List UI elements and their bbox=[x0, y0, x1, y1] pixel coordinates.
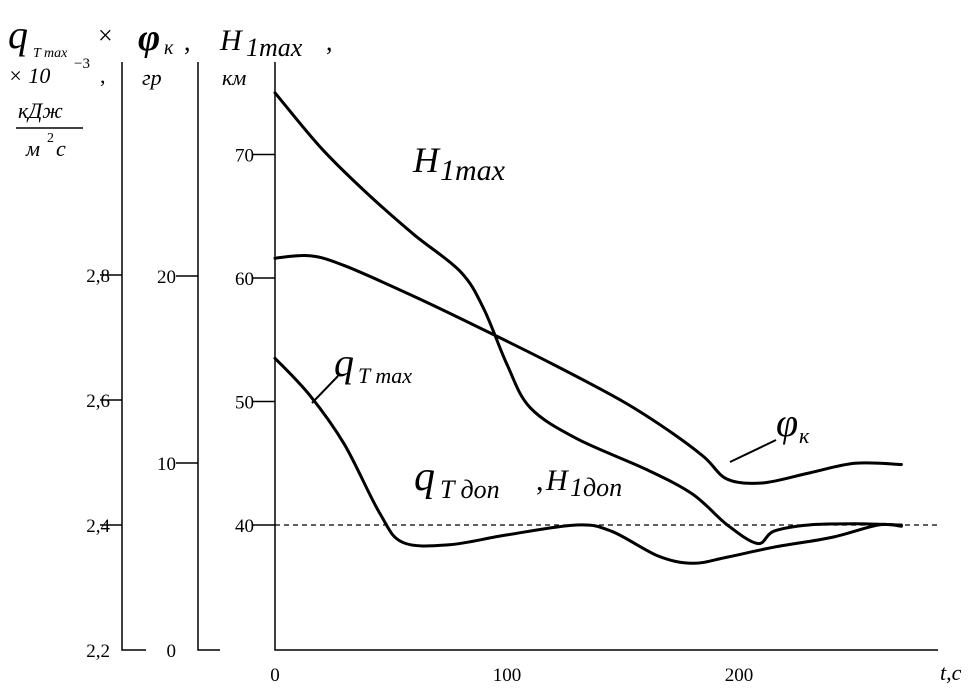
axis-q-name: q bbox=[8, 12, 28, 57]
label-h1dop-h: H bbox=[545, 464, 570, 497]
tick-label-t-0: 0 bbox=[270, 665, 280, 686]
label-qtdop-h1dop: q T доп , H 1доп bbox=[414, 454, 622, 504]
axis-q-unit-num: кДж bbox=[18, 98, 63, 123]
tick-label-h-3: 70 bbox=[235, 146, 254, 167]
label-qtdop-sub: T доп bbox=[440, 475, 500, 504]
axis-phi-comma: , bbox=[184, 27, 191, 56]
tick-label-q-3: 2,8 bbox=[86, 266, 110, 287]
label-qtmax-leader bbox=[311, 375, 339, 404]
label-qtmax-main: q bbox=[334, 340, 354, 385]
label-phik: φ к bbox=[776, 400, 810, 448]
label-qtmax-sub: T max bbox=[358, 363, 412, 388]
curve-φк bbox=[273, 254, 903, 485]
curves bbox=[273, 91, 903, 565]
label-phik-main: φ bbox=[776, 400, 798, 445]
tick-label-q-2: 2,6 bbox=[86, 391, 110, 412]
tick-label-t-1: 100 bbox=[493, 665, 522, 686]
phi-axis-line bbox=[197, 62, 220, 651]
axis-q-exp: −3 bbox=[74, 56, 90, 72]
h-axis-line bbox=[274, 62, 938, 651]
axis-phi-title: φ к , гр bbox=[138, 17, 191, 90]
label-qtmax: q T max bbox=[334, 340, 412, 388]
label-h1max: H 1max bbox=[412, 140, 506, 187]
axis-h-title: H 1max , км bbox=[219, 24, 333, 90]
axis-q-unit-den-exp: 2 bbox=[47, 131, 54, 146]
tick-label-h-2: 60 bbox=[235, 269, 254, 290]
axis-h-comma: , bbox=[326, 27, 333, 56]
axis-q-unit-den: м bbox=[25, 136, 40, 161]
axis-h-unit: км bbox=[222, 65, 246, 90]
label-h1dop-sub: 1доп bbox=[570, 473, 622, 502]
tick-label-phi-0: 0 bbox=[167, 641, 177, 662]
tick-label-phi-2: 20 bbox=[157, 267, 176, 288]
label-phik-leader bbox=[729, 439, 777, 463]
tick-label-t-2: 200 bbox=[725, 665, 754, 686]
axis-h-name: H bbox=[219, 24, 244, 57]
tick-label-q-0: 2,2 bbox=[86, 641, 110, 662]
curve-qtmax bbox=[273, 356, 903, 565]
axis-q-unit-den-tail: с bbox=[56, 136, 66, 161]
axis-q-comma: , bbox=[100, 63, 106, 88]
tick-label-q-1: 2,4 bbox=[86, 516, 110, 537]
label-qtdop-q: q bbox=[414, 454, 435, 500]
label-h1max-main: H bbox=[412, 140, 441, 180]
axis-q-times: × bbox=[98, 21, 113, 50]
axis-phi-sub: к bbox=[164, 37, 174, 59]
q-axis-line bbox=[121, 62, 146, 651]
ticks: 2,2 2,4 2,6 2,8 0 10 20 40 50 60 70 0 100 200 bbox=[86, 146, 753, 687]
axis-phi-name: φ bbox=[138, 17, 160, 59]
x-axis-label: t,с bbox=[940, 660, 962, 685]
axis-h-sub: 1max bbox=[246, 33, 303, 62]
tick-label-phi-1: 10 bbox=[157, 454, 176, 475]
axis-phi-unit: гр bbox=[142, 65, 162, 90]
axis-q-title: q T max × × 10 −3 , кДж м 2 с bbox=[8, 12, 113, 161]
label-phik-sub: к bbox=[799, 423, 810, 448]
axis-q-sub: T max bbox=[33, 46, 68, 61]
axis-q-scale: × 10 bbox=[8, 63, 50, 88]
tick-label-h-1: 50 bbox=[235, 393, 254, 414]
label-qtdop-comma: , bbox=[536, 464, 544, 497]
curve-h1max bbox=[273, 91, 903, 546]
label-h1max-sub: 1max bbox=[440, 154, 506, 187]
tick-label-h-0: 40 bbox=[235, 516, 254, 537]
